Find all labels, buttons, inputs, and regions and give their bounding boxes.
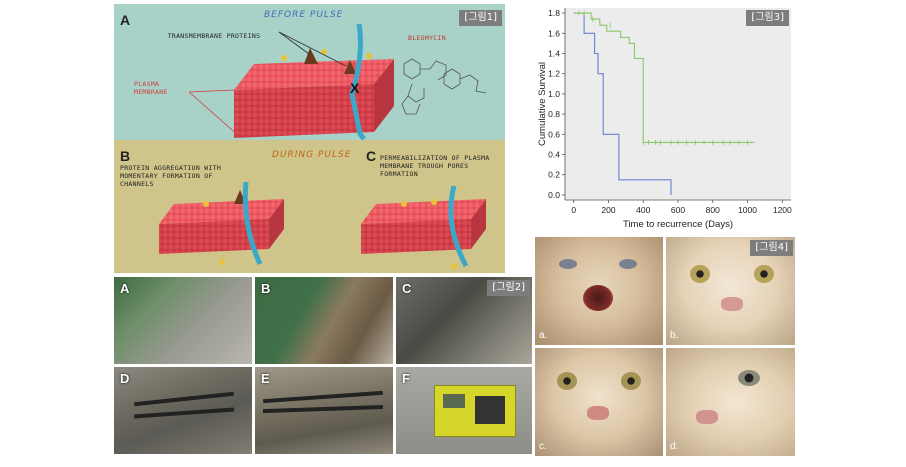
y-axis-label: Cumulative Survival xyxy=(537,62,548,146)
device-screen xyxy=(443,394,465,408)
eye-right-4b xyxy=(754,265,774,283)
transmembrane-label: TRANSMEMBRANE PROTEINS xyxy=(167,32,261,40)
x-tick-label: 200 xyxy=(601,205,615,215)
photo-2f: F xyxy=(396,367,532,454)
photo-2a-label: A xyxy=(120,281,130,296)
figure-2-tag: [그림2] xyxy=(487,280,530,296)
photo-4b: b. [그림4] xyxy=(666,237,795,345)
eye-4d xyxy=(738,370,760,386)
device-panel xyxy=(475,396,505,424)
x-tick-label: 600 xyxy=(671,205,685,215)
eye-left-4c xyxy=(557,372,577,390)
nose-4c xyxy=(587,406,609,420)
photo-4c: c. xyxy=(535,348,663,456)
lesion-nose xyxy=(583,285,613,311)
electrode-tongs-d xyxy=(134,391,234,407)
photo-2c: C [그림2] xyxy=(396,277,532,364)
figure-1-tag: [그림1] xyxy=(459,10,502,26)
electroporator-device xyxy=(434,385,516,437)
y-tick-label: 1.0 xyxy=(548,89,560,99)
x-tick-label: 1000 xyxy=(738,205,757,215)
y-tick-label: 1.4 xyxy=(548,48,560,58)
note-c: PERMEABILIZATION OF PLASMA MEMBRANE TROU… xyxy=(380,154,490,178)
y-tick-label: 1.6 xyxy=(548,28,560,38)
figure-4-cat-photos: a. b. [그림4] c. d. xyxy=(535,237,795,456)
series-1-line xyxy=(573,12,672,195)
membrane-slab-c xyxy=(361,185,486,269)
y-tick-label: 0.0 xyxy=(548,190,560,200)
photo-4c-label: c. xyxy=(539,441,547,452)
photo-2b: B xyxy=(255,277,393,364)
photo-2f-label: F xyxy=(402,371,410,386)
photo-2e: E xyxy=(255,367,393,454)
electrode-tongs-d2 xyxy=(133,407,235,419)
membrane-slab-b xyxy=(159,181,284,266)
nose-4b xyxy=(721,297,743,311)
eye-left-4a xyxy=(559,259,577,269)
series-2-line xyxy=(573,12,755,143)
panel-letter-b: B xyxy=(120,148,131,164)
y-tick-label: 1.8 xyxy=(548,8,560,18)
photo-4b-label: b. xyxy=(670,330,679,341)
bleomycin-label: BLEOMYCIN xyxy=(408,34,446,42)
survival-chart-svg: 0.0 0.2 0.4 0.6 0.8 1.0 1.2 1.4 1.6 1.8 0 200 400 600… xyxy=(537,8,792,230)
figure-3-survival-chart: 0.0 0.2 0.4 0.6 0.8 1.0 1.2 1.4 1.6 1.8 0 200 400 600… xyxy=(535,4,795,233)
photo-4a: a. xyxy=(535,237,663,345)
x-axis-label: Time to recurrence (Days) xyxy=(623,219,733,230)
photo-2d: D xyxy=(114,367,252,454)
x-tick-label: 0 xyxy=(571,205,576,215)
photo-2b-label: B xyxy=(261,281,271,296)
y-tick-label: 0.6 xyxy=(548,129,560,139)
panel-letter-c: C xyxy=(366,148,377,164)
eye-left-4b xyxy=(690,265,710,283)
figure-1-membrane-diagram: [그림1] A BEFORE PULSE TRANSMEMBRANE PROTE… xyxy=(114,4,505,273)
electrode-tongs-e xyxy=(263,390,383,404)
during-pulse-label: DURING PULSE xyxy=(272,150,352,160)
membrane-slab-a xyxy=(234,23,394,141)
photo-4d-label: d. xyxy=(670,441,679,452)
photo-2a: A xyxy=(114,277,252,364)
electrode-tongs-e2 xyxy=(262,404,384,414)
block-mark: X xyxy=(350,80,360,96)
x-tick-label: 400 xyxy=(636,205,650,215)
eye-right-4a xyxy=(619,259,637,269)
figure-4-tag: [그림4] xyxy=(750,240,793,256)
y-tick-label: 0.2 xyxy=(548,170,560,180)
plasma-membrane-label: PLASMA MEMBRANE xyxy=(134,80,168,96)
y-tick-label: 0.4 xyxy=(548,150,560,160)
bleomycin-molecule xyxy=(401,58,487,115)
before-pulse-label: BEFORE PULSE xyxy=(264,10,344,20)
photo-2d-label: D xyxy=(120,371,130,386)
panel-letter-a: A xyxy=(120,12,131,28)
photo-4d: d. xyxy=(666,348,795,456)
photo-2c-label: C xyxy=(402,281,412,296)
photo-4a-label: a. xyxy=(539,330,548,341)
figure-2-photo-grid: A B C [그림2] D E F xyxy=(114,277,532,454)
membrane-illustration xyxy=(114,4,505,273)
x-tick-label: 1200 xyxy=(773,205,792,215)
figure-3-tag: [그림3] xyxy=(746,10,789,26)
plot-area xyxy=(565,8,791,200)
photo-2e-label: E xyxy=(261,371,270,386)
y-tick-label: 0.8 xyxy=(548,109,560,119)
x-tick-label: 800 xyxy=(706,205,720,215)
nose-4d xyxy=(696,410,718,424)
note-b: PROTEIN AGGREGATION WITH MOMENTARY FORMA… xyxy=(120,164,222,188)
eye-right-4c xyxy=(621,372,641,390)
y-tick-label: 1.2 xyxy=(548,69,560,79)
